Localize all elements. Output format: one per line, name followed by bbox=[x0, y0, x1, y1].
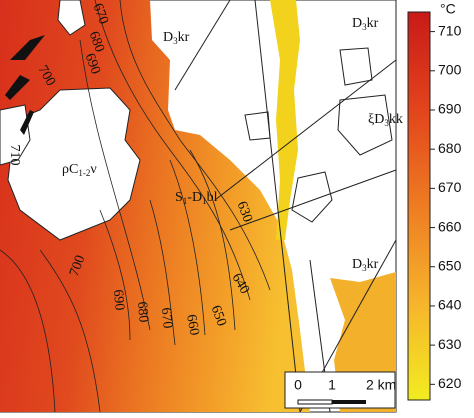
formation-label: ρC1-2ν bbox=[62, 162, 97, 178]
contour-label: 700 bbox=[67, 253, 88, 278]
intrusion bbox=[291, 171, 333, 223]
colorbar-tick-label: 640 bbox=[438, 297, 462, 313]
fault bbox=[254, 0, 301, 413]
label-part: D bbox=[352, 16, 362, 31]
label-part: D bbox=[163, 30, 173, 45]
fault bbox=[229, 169, 397, 231]
contour-label: 660 bbox=[183, 313, 201, 336]
intrusion bbox=[0, 104, 31, 166]
contour-label: 710 bbox=[7, 145, 22, 166]
label-part: S bbox=[175, 190, 183, 205]
formation-label: ξD3kk bbox=[368, 112, 403, 128]
contour-label: 690 bbox=[110, 289, 127, 311]
contour-line bbox=[189, 149, 236, 331]
subscript: 3 bbox=[173, 36, 178, 46]
contour-line bbox=[119, 0, 271, 291]
colorbar-tick-label: 700 bbox=[438, 61, 462, 77]
contour-line bbox=[0, 249, 56, 413]
label-part: kr bbox=[367, 16, 379, 31]
contour-label: 680 bbox=[86, 29, 107, 54]
label-part: kr bbox=[178, 30, 190, 45]
colorbar bbox=[407, 11, 431, 401]
subscript: 3 bbox=[362, 263, 367, 273]
faults bbox=[174, 0, 397, 413]
contour-label: 670 bbox=[90, 1, 111, 26]
dike bbox=[5, 35, 45, 135]
colorbar-tick-label: 660 bbox=[438, 218, 462, 234]
label-part: D bbox=[352, 257, 362, 272]
label-part: ν bbox=[90, 162, 96, 177]
contour-line bbox=[94, 0, 251, 301]
label-part: ξD bbox=[368, 112, 384, 127]
label-part: kk bbox=[389, 112, 403, 127]
label-part: ρC bbox=[62, 162, 78, 177]
subscript: 1-2 bbox=[78, 168, 90, 178]
scale-bar-label: 0 bbox=[294, 377, 302, 393]
map-body bbox=[0, 0, 397, 413]
formation-label: S1-D1bl bbox=[175, 190, 218, 206]
scale-bar-label: 1 bbox=[328, 377, 336, 393]
colorbar-title: °C bbox=[440, 1, 456, 17]
contour-line bbox=[149, 199, 176, 346]
scale-bar-label: 2 km bbox=[366, 377, 396, 393]
contour-label: 670 bbox=[158, 307, 175, 329]
contour-label: 650 bbox=[208, 303, 229, 328]
subscript: 1 bbox=[183, 196, 188, 206]
formation-label: D3kr bbox=[352, 257, 379, 273]
colorbar-tick-label: 680 bbox=[438, 140, 462, 156]
formation-label: D3kr bbox=[163, 30, 190, 46]
label-part: bl bbox=[207, 190, 218, 205]
formation-label: D3kr bbox=[352, 16, 379, 32]
intrusion bbox=[244, 111, 271, 141]
label-part: kr bbox=[367, 257, 379, 272]
colorbar-tick-label: 650 bbox=[438, 257, 462, 273]
fault bbox=[214, 59, 397, 201]
contours bbox=[0, 0, 271, 413]
intrusion bbox=[337, 94, 393, 156]
intrusion bbox=[339, 47, 373, 86]
colorbar-tick-label: 710 bbox=[438, 22, 462, 38]
contour-line bbox=[79, 39, 151, 331]
contour-line bbox=[99, 209, 131, 341]
label-part: -D bbox=[187, 190, 202, 205]
colorbar-tick-label: 630 bbox=[438, 336, 462, 352]
subscript: 1 bbox=[202, 196, 207, 206]
contour-label: 630 bbox=[234, 199, 255, 224]
intrusion bbox=[57, 0, 86, 36]
fault bbox=[174, 0, 231, 91]
colorbar-tick-label: 690 bbox=[438, 101, 462, 117]
yellow-unit bbox=[270, 0, 300, 240]
scale-bar-segment bbox=[297, 399, 333, 405]
contour-label: 680 bbox=[134, 301, 151, 323]
subscript: 3 bbox=[362, 22, 367, 32]
colorbar-tick-label: 670 bbox=[438, 179, 462, 195]
contour-line bbox=[169, 159, 206, 336]
colorbar-tick-label: 620 bbox=[438, 375, 462, 391]
contour-line bbox=[39, 249, 101, 413]
contour-label: 690 bbox=[82, 51, 103, 76]
scale-bar-segment bbox=[332, 400, 366, 404]
subscript: 3 bbox=[384, 118, 389, 128]
